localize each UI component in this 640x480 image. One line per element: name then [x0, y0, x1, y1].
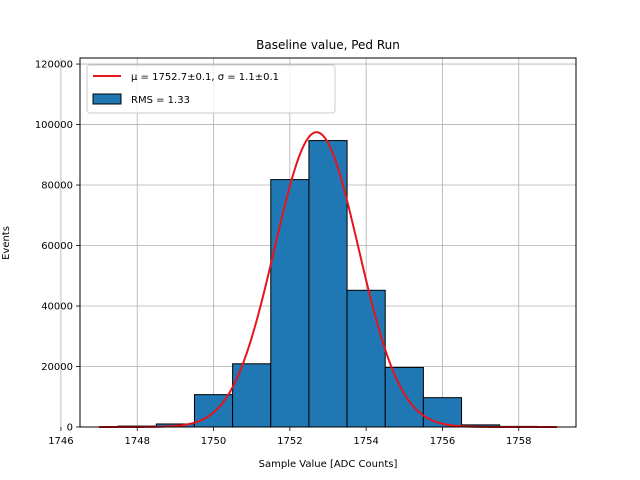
x-tick-label: 1752 [277, 436, 302, 447]
y-tick-label: 100000 [35, 120, 73, 131]
y-tick-label: 60000 [41, 241, 73, 252]
legend: μ = 1752.7±0.1, σ = 1.1±0.1 RMS = 1.33 [86, 64, 336, 114]
x-axis-label: Sample Value [ADC Counts] [259, 459, 398, 470]
x-tick-label: 1750 [201, 436, 226, 447]
x-tick-label: 1746 [48, 436, 73, 447]
histogram-bar [270, 179, 310, 428]
legend-fit-label: μ = 1752.7±0.1, σ = 1.1±0.1 [131, 72, 279, 83]
y-tick-label: 0 [67, 423, 73, 434]
y-axis-ticks: 0 20000 40000 60000 80000 100000 120000 [35, 60, 80, 434]
x-tick-label: 1754 [353, 436, 378, 447]
x-tick-label: 1758 [506, 436, 531, 447]
chart-title: Baseline value, Ped Run [256, 38, 400, 52]
x-axis-ticks: 1746 1748 1750 1752 1754 1756 1758 [48, 427, 531, 447]
x-tick-label: 1756 [430, 436, 455, 447]
legend-hist-swatch [92, 93, 122, 105]
legend-hist-label: RMS = 1.33 [131, 95, 190, 106]
y-tick-label: 120000 [35, 60, 73, 71]
histogram-bar [422, 397, 463, 428]
x-tick-label: 1748 [125, 436, 150, 447]
histogram-bar [193, 394, 234, 428]
y-axis-label: Events [1, 226, 12, 260]
histogram-bar [308, 140, 348, 428]
y-tick-label: 20000 [41, 362, 73, 373]
histogram-bars [117, 140, 539, 428]
y-tick-label: 40000 [41, 302, 73, 313]
histogram-bar [384, 366, 424, 428]
y-tick-label: 80000 [41, 181, 73, 192]
plot-frame [79, 57, 577, 428]
histogram-bar [346, 289, 386, 428]
legend-box [86, 64, 336, 114]
